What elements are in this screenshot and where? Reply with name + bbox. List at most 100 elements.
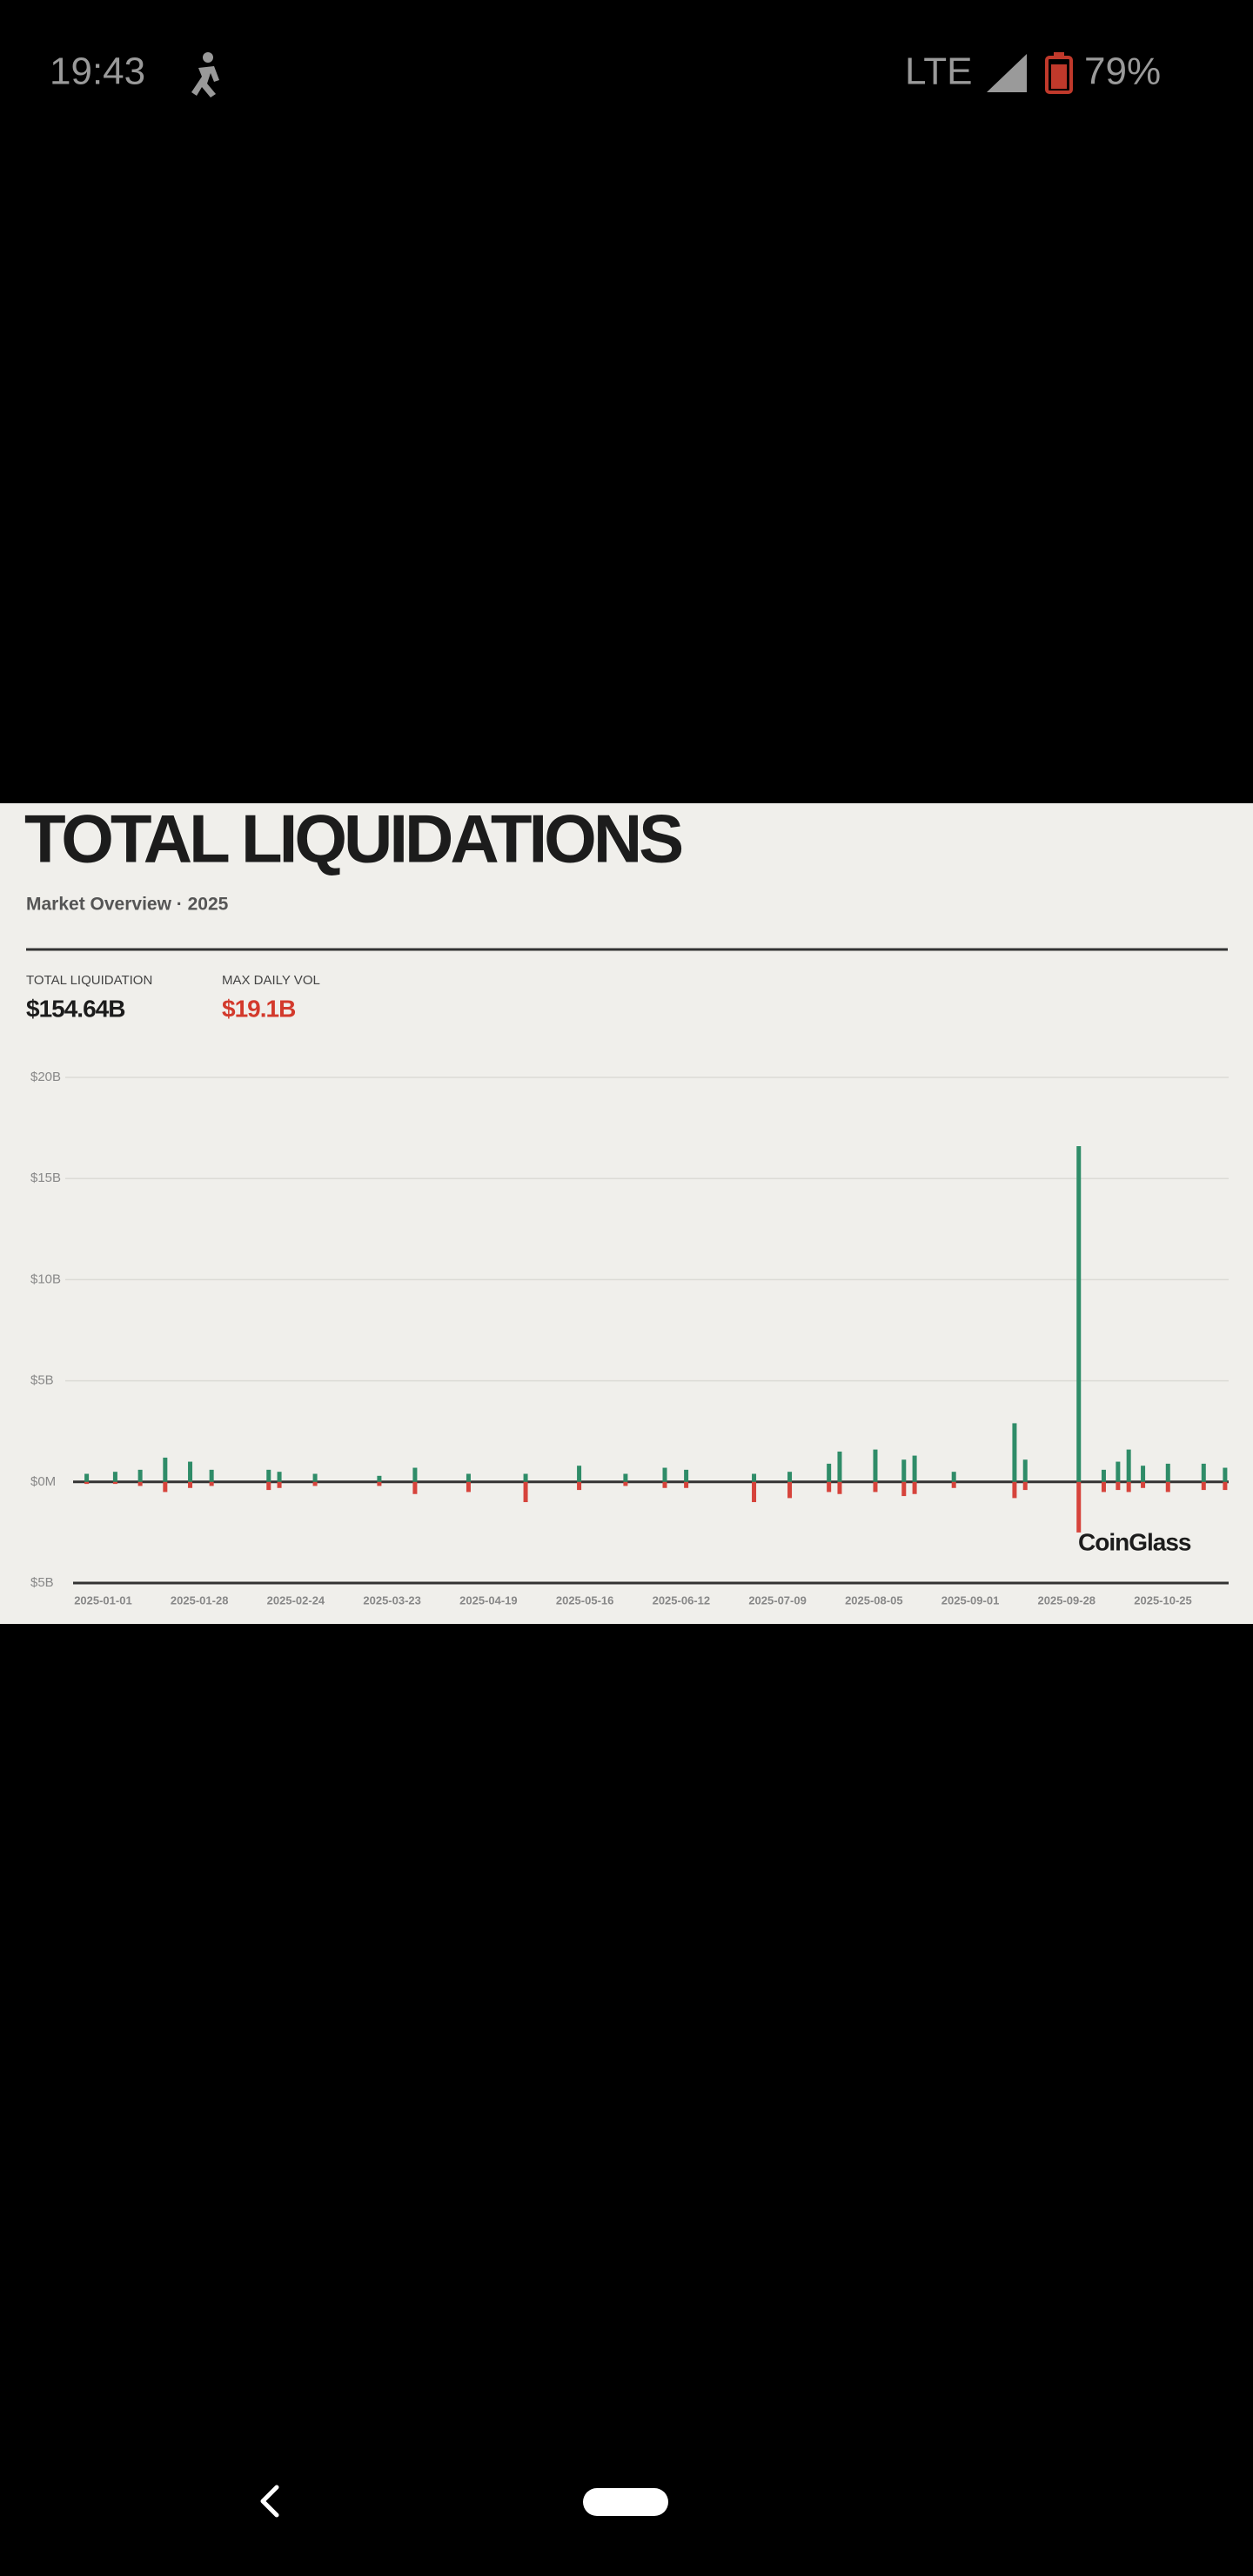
bar (1076, 1146, 1082, 1482)
bar (266, 1469, 271, 1482)
bar (1141, 1481, 1146, 1488)
bar (377, 1481, 382, 1486)
bar (752, 1473, 757, 1482)
bar (577, 1466, 582, 1482)
y-tick-label: $0M (30, 1474, 56, 1489)
watermark: CoinGlass (1078, 1528, 1191, 1555)
bar (266, 1481, 271, 1491)
bar (827, 1463, 832, 1482)
bar (1201, 1463, 1206, 1482)
bar (1116, 1481, 1121, 1491)
bar (912, 1455, 917, 1482)
battery-level: 79% (1084, 50, 1161, 93)
bar (1101, 1481, 1106, 1493)
bar (277, 1481, 282, 1488)
x-tick-label: 2025-06-12 (653, 1593, 711, 1607)
plot: $5B $0M $5B $10B $15B $20B 2025-01-01 2025-01-2… (30, 1070, 1229, 1607)
bar (787, 1472, 793, 1482)
bar (377, 1475, 382, 1482)
bar (623, 1481, 628, 1486)
bar (951, 1472, 956, 1482)
bar (312, 1481, 318, 1486)
bar (873, 1481, 878, 1493)
bar (412, 1467, 418, 1482)
stat-label: TOTAL LIQUIDATION (26, 973, 152, 988)
x-tick-label: 2025-01-01 (74, 1593, 132, 1607)
bar (163, 1457, 168, 1482)
bar (1223, 1467, 1228, 1482)
bar (412, 1481, 418, 1494)
x-tick-label: 2025-02-24 (267, 1593, 325, 1607)
bar (137, 1481, 143, 1486)
x-tick-label: 2025-09-01 (941, 1593, 1000, 1607)
y-tick-label: $15B (30, 1171, 61, 1185)
bar (1022, 1459, 1028, 1482)
activity-icon (191, 52, 219, 97)
bar (1126, 1481, 1131, 1493)
bar (1165, 1481, 1170, 1493)
bar (466, 1481, 471, 1493)
x-tick-label: 2025-09-28 (1038, 1593, 1096, 1607)
bar (837, 1481, 842, 1494)
y-tick-label: $5B (30, 1575, 54, 1590)
bar (827, 1481, 832, 1493)
bar (1141, 1466, 1146, 1482)
bar (1116, 1461, 1121, 1482)
chart-subtitle: Market Overview · 2025 (26, 895, 229, 915)
bar (112, 1472, 117, 1482)
bar (684, 1469, 689, 1482)
bar (84, 1473, 90, 1482)
bar (901, 1459, 907, 1482)
bar (1022, 1481, 1028, 1491)
chart-title: TOTAL LIQUIDATIONS (24, 801, 681, 877)
bar (312, 1473, 318, 1482)
bar (209, 1469, 214, 1482)
bar (837, 1451, 842, 1482)
bar (1076, 1481, 1082, 1533)
bar (623, 1473, 628, 1482)
bar (662, 1467, 667, 1482)
bar (1201, 1481, 1206, 1491)
bar (84, 1481, 90, 1485)
bar (188, 1461, 193, 1482)
x-tick-label: 2025-03-23 (363, 1593, 421, 1607)
bar (1126, 1449, 1131, 1482)
network-type: LTE (905, 50, 972, 93)
bar (112, 1481, 117, 1485)
chart-image (0, 803, 1253, 1624)
bar (523, 1473, 528, 1482)
x-tick-label: 2025-08-05 (845, 1593, 903, 1607)
bar (188, 1481, 193, 1488)
stat-label: MAX DAILY VOL (222, 973, 320, 988)
y-tick-label: $20B (30, 1070, 61, 1084)
bar (951, 1481, 956, 1488)
stat-value: $154.64B (26, 995, 124, 1022)
bar (1101, 1469, 1106, 1482)
clock: 19:43 (50, 50, 145, 93)
back-button[interactable] (260, 2485, 279, 2518)
bar (1165, 1463, 1170, 1482)
x-tick-label: 2025-05-16 (556, 1593, 614, 1607)
bar (912, 1481, 917, 1494)
home-button[interactable] (583, 2488, 668, 2516)
bar (466, 1473, 471, 1482)
bar (209, 1481, 214, 1486)
bar (1012, 1423, 1017, 1482)
y-tick-label: $10B (30, 1271, 61, 1286)
y-tick-label: $5B (30, 1373, 54, 1388)
stat-value: $19.1B (222, 995, 295, 1022)
x-tick-label: 2025-04-19 (459, 1593, 518, 1607)
bar (163, 1481, 168, 1493)
x-tick-label: 2025-07-09 (748, 1593, 807, 1607)
bar (137, 1469, 143, 1482)
signal-icon (987, 54, 1027, 92)
bar (873, 1449, 878, 1482)
x-tick-label: 2025-01-28 (171, 1593, 229, 1607)
bar (684, 1481, 689, 1488)
bar (662, 1481, 667, 1488)
bar (1223, 1481, 1228, 1491)
bar (1012, 1481, 1017, 1499)
x-tick-label: 2025-10-25 (1134, 1593, 1192, 1607)
